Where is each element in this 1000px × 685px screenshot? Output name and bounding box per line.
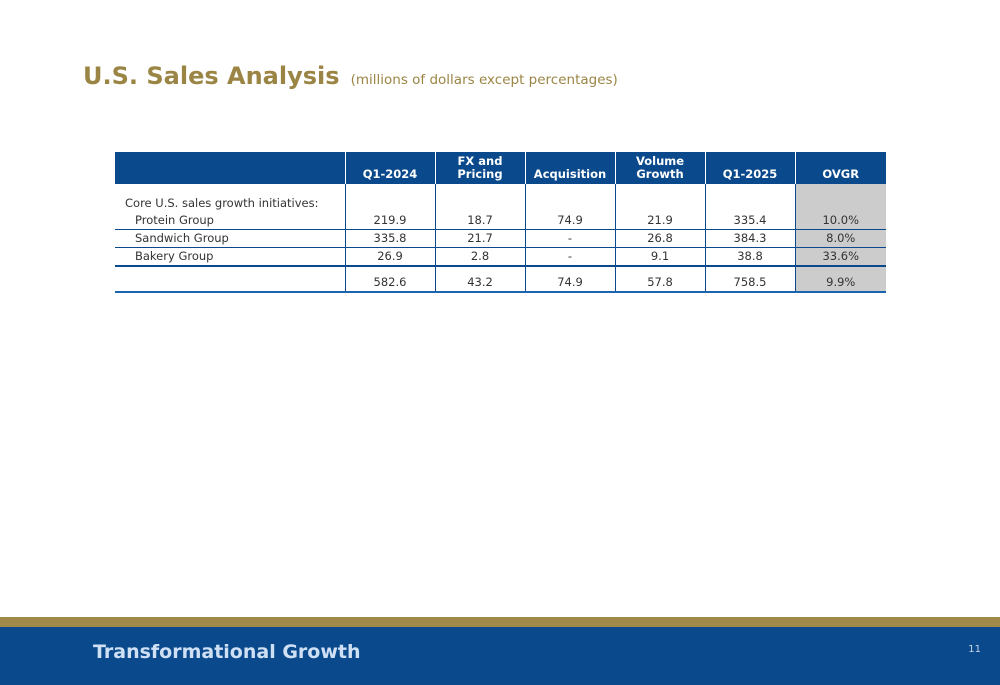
header-label (115, 152, 345, 184)
cell-ovgr: 8.0% (794, 229, 886, 248)
cell-q1-2024: 219.9 (344, 212, 435, 230)
total-q1-2025: 758.5 (704, 266, 795, 293)
cell-q1-2025: 384.3 (704, 229, 795, 248)
total-label (115, 266, 345, 293)
total-acquisition: 74.9 (524, 266, 615, 293)
footer-bar: Transformational Growth 11 (0, 627, 1000, 685)
footer-title: Transformational Growth (93, 641, 361, 663)
cell-q1-2025: 335.4 (704, 212, 795, 230)
row-label: Protein Group (115, 212, 345, 230)
footer-gold-divider (0, 617, 1000, 627)
row-label: Sandwich Group (115, 229, 345, 248)
table-row: Sandwich Group 335.8 21.7 - 26.8 384.3 8… (115, 229, 886, 248)
cell-q1-2024: 26.9 (344, 247, 435, 267)
section-row: Core U.S. sales growth initiatives: (115, 194, 886, 212)
cell-q1-2024: 335.8 (344, 229, 435, 248)
cell-ovgr: 33.6% (794, 247, 886, 267)
header-q1-2024: Q1-2024 (344, 152, 435, 184)
header-q1-2025: Q1-2025 (704, 152, 795, 184)
total-row: 582.6 43.2 74.9 57.8 758.5 9.9% (115, 266, 886, 293)
page-subtitle: (millions of dollars except percentages) (350, 72, 618, 88)
header-volume-growth: Volume Growth (614, 152, 705, 184)
cell-acquisition: - (524, 247, 615, 267)
total-fx-pricing: 43.2 (434, 266, 525, 293)
cell-acquisition: 74.9 (524, 212, 615, 230)
cell-fx-pricing: 21.7 (434, 229, 525, 248)
cell-volume-growth: 9.1 (614, 247, 705, 267)
header-fx-pricing: FX and Pricing (434, 152, 525, 184)
table-header-row: Q1-2024 FX and Pricing Acquisition Volum… (115, 152, 886, 184)
page-number: 11 (968, 644, 981, 655)
cell-q1-2025: 38.8 (704, 247, 795, 267)
cell-ovgr: 10.0% (794, 212, 886, 230)
sales-table: Q1-2024 FX and Pricing Acquisition Volum… (115, 152, 886, 293)
total-volume-growth: 57.8 (614, 266, 705, 293)
total-q1-2024: 582.6 (344, 266, 435, 293)
header-acquisition: Acquisition (524, 152, 615, 184)
cell-volume-growth: 26.8 (614, 229, 705, 248)
table-row: Protein Group 219.9 18.7 74.9 21.9 335.4… (115, 212, 886, 230)
spacer-row (115, 184, 886, 194)
cell-fx-pricing: 18.7 (434, 212, 525, 230)
table-row: Bakery Group 26.9 2.8 - 9.1 38.8 33.6% (115, 247, 886, 267)
page-title-row: U.S. Sales Analysis (millions of dollars… (83, 62, 618, 90)
cell-fx-pricing: 2.8 (434, 247, 525, 267)
page-title: U.S. Sales Analysis (83, 62, 340, 90)
cell-acquisition: - (524, 229, 615, 248)
header-ovgr: OVGR (794, 152, 886, 184)
cell-volume-growth: 21.9 (614, 212, 705, 230)
total-ovgr: 9.9% (794, 266, 886, 293)
row-label: Bakery Group (115, 247, 345, 267)
section-label: Core U.S. sales growth initiatives: (125, 196, 319, 210)
